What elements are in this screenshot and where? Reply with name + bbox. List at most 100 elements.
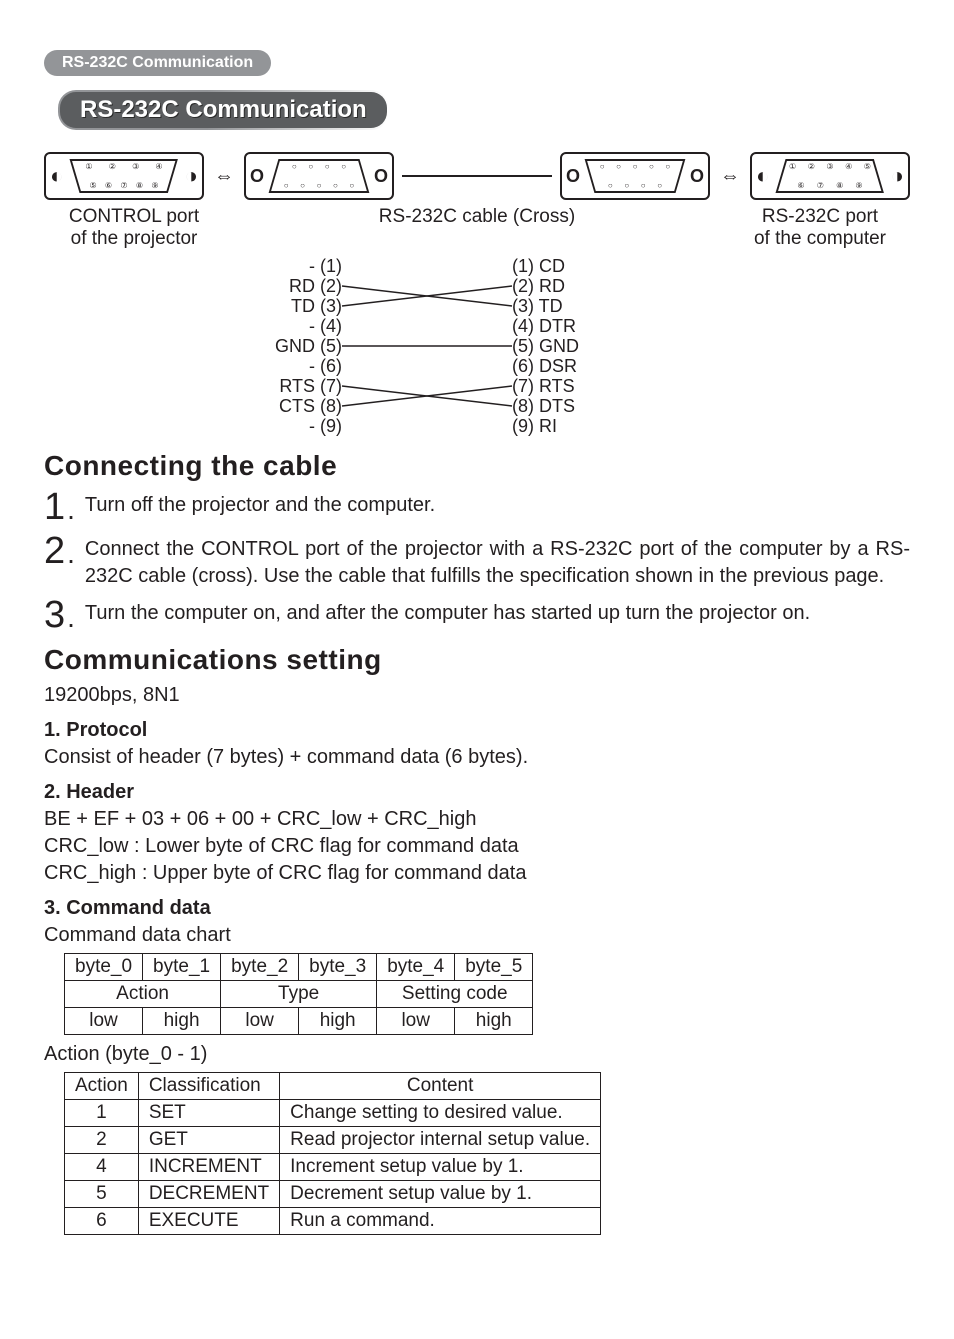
action-table-caption: Action (byte_0 - 1) bbox=[44, 1041, 910, 1068]
step-dot: . bbox=[67, 494, 75, 526]
table-cell: high bbox=[299, 1008, 377, 1035]
pin-right-label: (1) CD bbox=[512, 256, 632, 277]
pin-left-label: - (1) bbox=[242, 256, 342, 277]
step-row: 2. Connect the CONTROL port of the projec… bbox=[44, 532, 910, 590]
cable-label: RS-232C cable (Cross) bbox=[224, 206, 730, 228]
double-arrow-icon: ⇔ bbox=[212, 165, 236, 188]
table-cell: Read projector internal setup value. bbox=[280, 1127, 601, 1154]
command-data-heading: 3. Command data bbox=[44, 897, 910, 920]
step-text: Turn the computer on, and after the comp… bbox=[85, 596, 810, 634]
table-cell: low bbox=[377, 1008, 455, 1035]
table-row: 2GETRead projector internal setup value. bbox=[65, 1127, 601, 1154]
pin-left-label: - (9) bbox=[242, 416, 342, 437]
pin-left-label: - (4) bbox=[242, 316, 342, 337]
command-data-caption: Command data chart bbox=[44, 922, 910, 949]
cable-line-icon bbox=[402, 175, 552, 177]
step-text: Connect the CONTROL port of the projecto… bbox=[85, 532, 910, 590]
command-data-table: byte_0 byte_1 byte_2 byte_3 byte_4 byte_… bbox=[64, 953, 533, 1035]
table-cell: high bbox=[143, 1008, 221, 1035]
table-row: 6EXECUTERun a command. bbox=[65, 1208, 601, 1235]
table-cell: byte_5 bbox=[455, 954, 533, 981]
step-dot: . bbox=[67, 538, 75, 570]
table-cell: INCREMENT bbox=[138, 1154, 279, 1181]
protocol-heading: 1. Protocol bbox=[44, 719, 910, 742]
pin-right-label: (4) DTR bbox=[512, 316, 632, 337]
pin-left-label: RD (2) bbox=[242, 276, 342, 297]
screw-icon: O bbox=[690, 166, 704, 187]
table-cell: Run a command. bbox=[280, 1208, 601, 1235]
table-row: 1SETChange setting to desired value. bbox=[65, 1100, 601, 1127]
computer-connector-icon: ◐ ①②③④⑤ ⑥⑦⑧⑨ ◑ bbox=[750, 152, 910, 200]
pin-right-label: (5) GND bbox=[512, 336, 632, 357]
table-cell: 5 bbox=[65, 1181, 139, 1208]
projector-port-label: CONTROL port bbox=[44, 206, 224, 228]
table-cell: Decrement setup value by 1. bbox=[280, 1181, 601, 1208]
projector-connector-icon: ◐ ①②③④ ⑤⑥⑦⑧⑨ ◑ bbox=[44, 152, 204, 200]
table-header: Action bbox=[65, 1073, 139, 1100]
title-container: RS-232C Communication bbox=[58, 90, 389, 130]
header-body: BE + EF + 03 + 06 + 00 + CRC_low + CRC_h… bbox=[44, 806, 910, 887]
cable-plug-left-icon: O ○○○○ ○○○○○ O bbox=[244, 152, 394, 200]
step-row: 3.Turn the computer on, and after the co… bbox=[44, 596, 910, 634]
screw-icon: ◐ bbox=[756, 165, 769, 187]
pin-left-label: RTS (7) bbox=[242, 376, 342, 397]
protocol-body: Consist of header (7 bytes) + command da… bbox=[44, 744, 910, 771]
step-number: 2 bbox=[44, 532, 65, 570]
pin-right-label: (9) RI bbox=[512, 416, 632, 437]
table-cell: GET bbox=[138, 1127, 279, 1154]
table-cell: EXECUTE bbox=[138, 1208, 279, 1235]
table-cell: byte_3 bbox=[299, 954, 377, 981]
table-cell: 2 bbox=[65, 1127, 139, 1154]
pin-left-label: - (6) bbox=[242, 356, 342, 377]
screw-icon: O bbox=[566, 166, 580, 187]
table-cell: 1 bbox=[65, 1100, 139, 1127]
baud-line: 19200bps, 8N1 bbox=[44, 682, 910, 709]
table-cell: 6 bbox=[65, 1208, 139, 1235]
pin-left-label: CTS (8) bbox=[242, 396, 342, 417]
table-cell: Type bbox=[221, 981, 377, 1008]
table-header: Content bbox=[280, 1073, 601, 1100]
header-heading: 2. Header bbox=[44, 781, 910, 804]
pin-right-label: (8) DTS bbox=[512, 396, 632, 417]
computer-port-label-2: of the computer bbox=[730, 228, 910, 250]
table-cell: low bbox=[221, 1008, 299, 1035]
table-header: Classification bbox=[138, 1073, 279, 1100]
screw-icon: ◑ bbox=[891, 165, 904, 187]
screw-icon: ◐ bbox=[50, 165, 63, 187]
table-cell: byte_2 bbox=[221, 954, 299, 981]
double-arrow-icon: ⇔ bbox=[718, 165, 742, 188]
step-dot: . bbox=[67, 602, 75, 634]
step-text: Turn off the projector and the computer. bbox=[85, 488, 435, 526]
pin-right-label: (3) TD bbox=[512, 296, 632, 317]
pin-left-label: TD (3) bbox=[242, 296, 342, 317]
table-cell: high bbox=[455, 1008, 533, 1035]
projector-port-label-2: of the projector bbox=[44, 228, 224, 250]
breadcrumb-label: RS-232C Communication bbox=[62, 54, 253, 71]
computer-port-label: RS-232C port bbox=[730, 206, 910, 228]
page-title: RS-232C Communication bbox=[80, 96, 367, 123]
table-cell: Change setting to desired value. bbox=[280, 1100, 601, 1127]
pin-left-label: GND (5) bbox=[242, 336, 342, 357]
connector-diagram: ◐ ①②③④ ⑤⑥⑦⑧⑨ ◑ ⇔ O ○○○○ ○○○○○ O O ○○○○○ … bbox=[44, 152, 910, 200]
screw-icon: O bbox=[374, 166, 388, 187]
table-cell: DECREMENT bbox=[138, 1181, 279, 1208]
table-cell: byte_0 bbox=[65, 954, 143, 981]
pin-map-wires-icon bbox=[342, 256, 512, 436]
pin-right-label: (6) DSR bbox=[512, 356, 632, 377]
port-labels-row: CONTROL port of the projector RS-232C ca… bbox=[44, 206, 910, 250]
table-cell: Setting code bbox=[377, 981, 533, 1008]
comm-setting-heading: Communications setting bbox=[44, 644, 910, 676]
pin-map-diagram: - (1) (1) CD RD (2) (2) RD TD (3) (3) TD - (4)… bbox=[242, 256, 712, 436]
table-cell: Action bbox=[65, 981, 221, 1008]
table-row: 4INCREMENTIncrement setup value by 1. bbox=[65, 1154, 601, 1181]
action-table: Action Classification Content 1SETChange… bbox=[64, 1072, 601, 1235]
step-row: 1. Turn off the projector and the compute… bbox=[44, 488, 910, 526]
breadcrumb: RS-232C Communication bbox=[44, 50, 271, 76]
table-cell: byte_4 bbox=[377, 954, 455, 981]
table-cell: byte_1 bbox=[143, 954, 221, 981]
step-number: 1 bbox=[44, 488, 65, 526]
screw-icon: O bbox=[250, 166, 264, 187]
pin-right-label: (2) RD bbox=[512, 276, 632, 297]
table-cell: SET bbox=[138, 1100, 279, 1127]
connecting-heading: Connecting the cable bbox=[44, 450, 910, 482]
